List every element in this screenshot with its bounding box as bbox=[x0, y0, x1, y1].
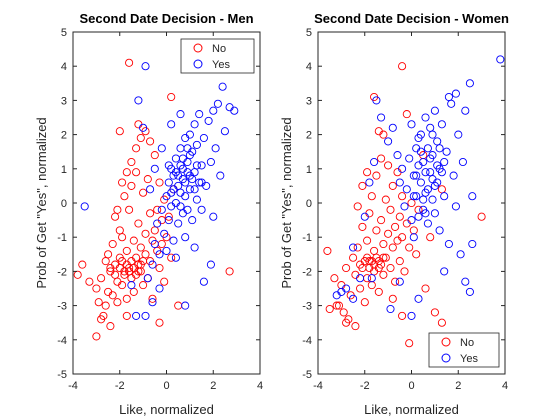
x-tick-label: 2 bbox=[455, 380, 461, 392]
y-tick-label: -4 bbox=[57, 335, 67, 347]
y-tick-label: -3 bbox=[302, 301, 312, 313]
chart-women: -4 -2 0 2 4-5-4-3-2-1012345Second Date Decis… bbox=[279, 11, 509, 417]
y-tick-label: 1 bbox=[61, 164, 67, 176]
legend-label: Yes bbox=[212, 59, 230, 71]
x-tick-label: 4 bbox=[502, 380, 508, 392]
y-tick-label: 0 bbox=[61, 198, 67, 210]
y-tick-label: -2 bbox=[57, 266, 67, 278]
legend: No Yes bbox=[181, 39, 254, 73]
y-tick-label: -5 bbox=[302, 369, 312, 381]
y-axis-label: Prob of Get "Yes", normalized bbox=[279, 117, 294, 288]
y-tick-label: -3 bbox=[57, 301, 67, 313]
x-tick-label: -4 bbox=[313, 380, 323, 392]
legend-label: Yes bbox=[460, 353, 478, 365]
y-axis-label: Prob of Get "Yes", normalized bbox=[34, 117, 49, 288]
x-tick-label: -2 bbox=[360, 380, 370, 392]
y-tick-label: -4 bbox=[302, 335, 312, 347]
legend-label: No bbox=[212, 43, 226, 55]
x-tick-label: -2 bbox=[115, 380, 125, 392]
y-tick-label: 5 bbox=[306, 27, 312, 39]
x-tick-label: -4 bbox=[68, 380, 78, 392]
chart-title: Second Date Decision - Men bbox=[79, 11, 253, 26]
x-tick-label: 0 bbox=[163, 380, 169, 392]
y-tick-label: -1 bbox=[302, 232, 312, 244]
legend-label: No bbox=[460, 337, 474, 349]
chart-title: Second Date Decision - Women bbox=[314, 11, 509, 26]
x-axis-label: Like, normalized bbox=[364, 402, 459, 417]
y-tick-label: 4 bbox=[61, 61, 67, 73]
y-tick-label: 0 bbox=[306, 198, 312, 210]
y-tick-label: 2 bbox=[61, 130, 67, 142]
plot-area bbox=[318, 32, 505, 374]
x-tick-label: 2 bbox=[210, 380, 216, 392]
x-tick-label: 4 bbox=[257, 380, 263, 392]
chart-men: -4 -2 0 2 4-5-4-3-2-1012345Second Date Decis… bbox=[34, 11, 263, 417]
y-tick-label: 4 bbox=[306, 61, 312, 73]
y-tick-label: -2 bbox=[302, 266, 312, 278]
x-tick-label: 0 bbox=[408, 380, 414, 392]
y-tick-label: -5 bbox=[57, 369, 67, 381]
y-tick-label: 5 bbox=[61, 27, 67, 39]
y-tick-label: 1 bbox=[306, 164, 312, 176]
legend: No Yes bbox=[429, 333, 499, 367]
y-tick-label: -1 bbox=[57, 232, 67, 244]
x-axis-label: Like, normalized bbox=[119, 402, 214, 417]
y-tick-label: 3 bbox=[306, 95, 312, 107]
y-tick-label: 2 bbox=[306, 130, 312, 142]
y-tick-label: 3 bbox=[61, 95, 67, 107]
